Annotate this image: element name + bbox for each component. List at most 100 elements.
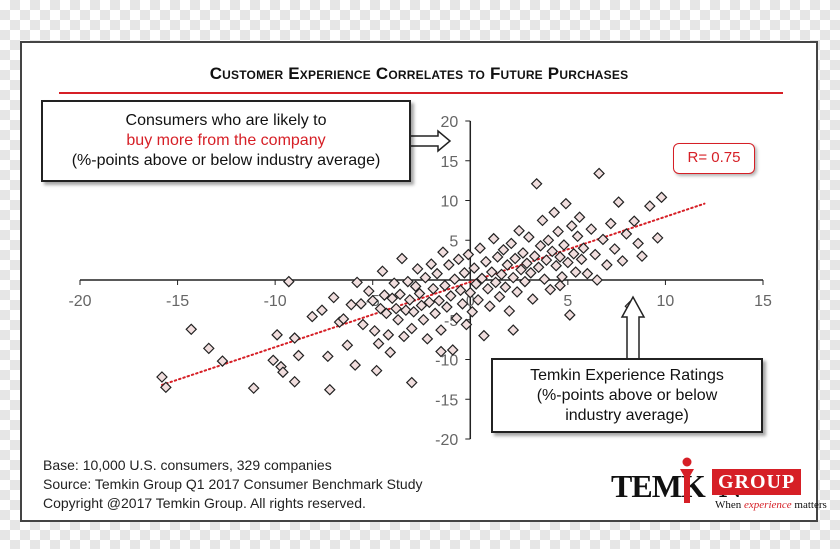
data-point: [632, 237, 644, 250]
data-point: [554, 251, 566, 263]
data-point: [450, 312, 463, 325]
data-point: [398, 330, 410, 343]
data-point: [577, 242, 590, 255]
data-point: [437, 246, 449, 259]
data-point: [448, 273, 461, 286]
data-point: [538, 273, 551, 286]
data-point: [357, 318, 369, 331]
logo-group-label: GROUP: [712, 469, 802, 495]
data-point: [417, 313, 430, 326]
data-point: [548, 206, 561, 219]
data-point: [503, 305, 516, 317]
data-point: [425, 258, 438, 270]
data-point: [407, 305, 420, 318]
data-point: [456, 298, 469, 310]
footer-base: Base: 10,000 U.S. consumers, 329 compani…: [43, 457, 332, 473]
x-tick-label: -20: [68, 293, 91, 310]
data-point: [507, 271, 520, 284]
data-point: [446, 344, 459, 356]
data-point: [202, 342, 215, 355]
data-point: [292, 349, 305, 362]
data-point: [454, 284, 467, 297]
y-callout-line2: buy more from the company: [126, 132, 326, 149]
footer-source: Source: Temkin Group Q1 2017 Consumer Be…: [43, 476, 423, 492]
data-point: [573, 211, 586, 224]
y-callout-line3: (%-points above or below industry averag…: [71, 152, 381, 169]
data-point: [355, 298, 367, 310]
title-rule: [59, 92, 783, 94]
data-point: [493, 290, 506, 303]
data-point: [160, 381, 172, 394]
data-point: [288, 375, 301, 388]
data-point: [536, 214, 549, 227]
data-point: [604, 217, 617, 230]
data-point: [413, 287, 426, 300]
data-point: [489, 276, 502, 289]
y-tick-label: 5: [449, 233, 458, 250]
data-point: [386, 292, 399, 305]
data-point: [185, 323, 198, 336]
data-point: [419, 271, 432, 284]
temkin-group-logo: TEMKN GROUP When experience matters: [611, 457, 827, 516]
x-tick-label: 10: [657, 293, 675, 310]
data-point: [384, 346, 397, 359]
data-point: [427, 282, 440, 295]
data-point: [560, 197, 572, 210]
data-point: [403, 294, 416, 306]
data-point: [499, 281, 512, 294]
data-point: [401, 275, 414, 288]
data-point: [271, 329, 283, 341]
data-point: [616, 255, 629, 267]
data-point: [562, 256, 574, 269]
data-point: [458, 266, 471, 279]
data-point: [532, 261, 545, 274]
data-point: [277, 366, 289, 379]
footer-notes: Base: 10,000 U.S. consumers, 329 compani…: [43, 456, 422, 513]
y-callout-line1: Consumers who are likely to: [125, 112, 327, 129]
data-point: [550, 259, 562, 272]
data-point: [526, 293, 539, 305]
data-point: [345, 298, 358, 311]
data-point: [316, 304, 328, 317]
data-point: [435, 345, 447, 358]
data-point: [565, 220, 578, 232]
data-point: [552, 225, 564, 238]
data-point: [349, 359, 361, 371]
data-point: [442, 259, 455, 271]
data-point: [405, 376, 418, 389]
data-point: [460, 318, 473, 331]
y-axis-callout: Consumers who are likely to buy more fro…: [41, 100, 411, 182]
data-point: [530, 177, 543, 190]
data-point: [362, 285, 375, 297]
data-point: [470, 278, 482, 290]
x-callout-arrow: [620, 295, 646, 360]
data-point: [636, 250, 648, 262]
data-point: [472, 294, 484, 306]
data-point: [542, 234, 555, 247]
data-point: [589, 248, 602, 261]
chart-panel: Customer Experience Correlates to Future…: [20, 41, 827, 522]
data-point: [466, 305, 479, 318]
data-point: [433, 294, 445, 307]
x-tick-label: 15: [754, 293, 772, 310]
data-point: [480, 255, 492, 268]
data-point: [396, 252, 408, 265]
data-point: [366, 294, 379, 307]
data-point: [429, 307, 442, 320]
data-point: [482, 282, 494, 295]
data-point: [288, 332, 301, 344]
y-tick-label: 10: [440, 194, 458, 211]
data-point: [370, 364, 383, 377]
data-point: [478, 329, 490, 342]
data-point: [382, 329, 395, 341]
data-point: [444, 290, 457, 302]
data-point: [495, 268, 508, 281]
data-point: [558, 239, 570, 251]
data-point: [643, 200, 656, 212]
x-tick-label: -10: [264, 293, 287, 310]
data-point: [534, 239, 547, 252]
y-tick-label: -20: [435, 432, 458, 449]
data-point: [505, 237, 518, 250]
data-point: [415, 299, 428, 312]
data-point: [394, 288, 406, 301]
